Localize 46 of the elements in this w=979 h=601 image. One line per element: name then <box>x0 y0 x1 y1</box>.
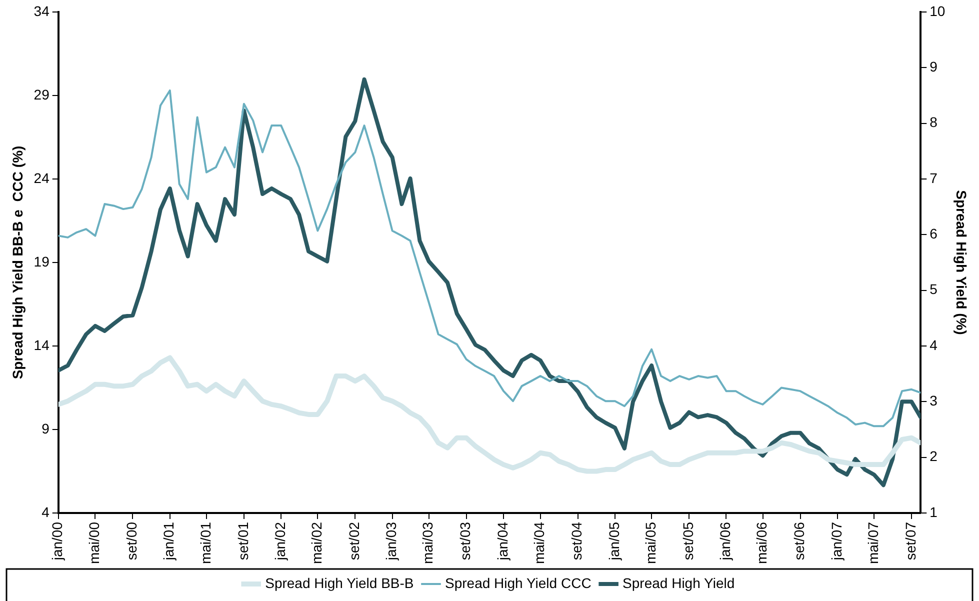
y-axis-title: Spread High Yield BB-B e CCC (%) <box>9 146 26 380</box>
legend-label: Spread High Yield <box>622 574 735 591</box>
x-tick-label: jan/03 <box>383 522 400 562</box>
y2-tick-label: 10 <box>930 2 946 19</box>
y-tick-label: 9 <box>42 420 50 436</box>
x-tick-label: set/03 <box>457 522 474 560</box>
y-tick-label: 14 <box>34 336 50 353</box>
y-tick-label: 29 <box>34 86 50 102</box>
y2-axis-title: Spread High Yield (%) <box>954 190 970 335</box>
y2-tick-label: 6 <box>930 226 938 242</box>
legend-label: Spread High Yield BB-B <box>265 574 414 591</box>
x-tick-label: jan/07 <box>828 522 844 562</box>
x-tick-label: mai/00 <box>86 522 102 564</box>
y2-tick-label: 5 <box>930 281 938 298</box>
y2-tick-label: 9 <box>930 58 938 75</box>
y-tick-label: 34 <box>34 2 50 19</box>
x-tick-label: jan/00 <box>49 522 66 562</box>
y2-tick-label: 1 <box>930 504 938 520</box>
x-tick-label: mai/01 <box>197 522 214 564</box>
x-tick-label: set/05 <box>680 522 696 560</box>
x-tick-label: set/07 <box>902 522 918 560</box>
y2-tick-label: 2 <box>930 448 938 464</box>
y2-tick-label: 3 <box>930 392 938 409</box>
x-tick-label: set/00 <box>124 522 140 560</box>
x-tick-label: jan/06 <box>717 522 734 562</box>
x-tick-label: jan/04 <box>494 522 510 562</box>
x-tick-label: mai/07 <box>864 522 881 564</box>
y2-tick-label: 8 <box>930 114 938 130</box>
legend-label: Spread High Yield CCC <box>445 574 592 591</box>
x-tick-label: set/02 <box>346 522 362 560</box>
y-tick-label: 19 <box>34 253 50 270</box>
x-tick-label: mai/03 <box>420 522 436 564</box>
y2-tick-label: 7 <box>930 170 938 186</box>
x-tick-label: set/01 <box>234 522 251 560</box>
x-tick-label: mai/06 <box>754 522 770 564</box>
x-tick-label: set/06 <box>791 522 808 560</box>
x-tick-label: jan/02 <box>272 522 288 562</box>
y2-tick-label: 4 <box>930 336 938 353</box>
x-tick-label: mai/02 <box>308 522 325 564</box>
y-tick-label: 4 <box>42 504 50 520</box>
x-tick-label: jan/05 <box>606 522 622 562</box>
x-tick-label: mai/04 <box>531 522 548 564</box>
x-tick-label: set/04 <box>568 522 585 560</box>
x-tick-label: mai/05 <box>642 522 658 564</box>
x-tick-label: jan/01 <box>160 522 177 562</box>
y-tick-label: 24 <box>34 170 50 186</box>
